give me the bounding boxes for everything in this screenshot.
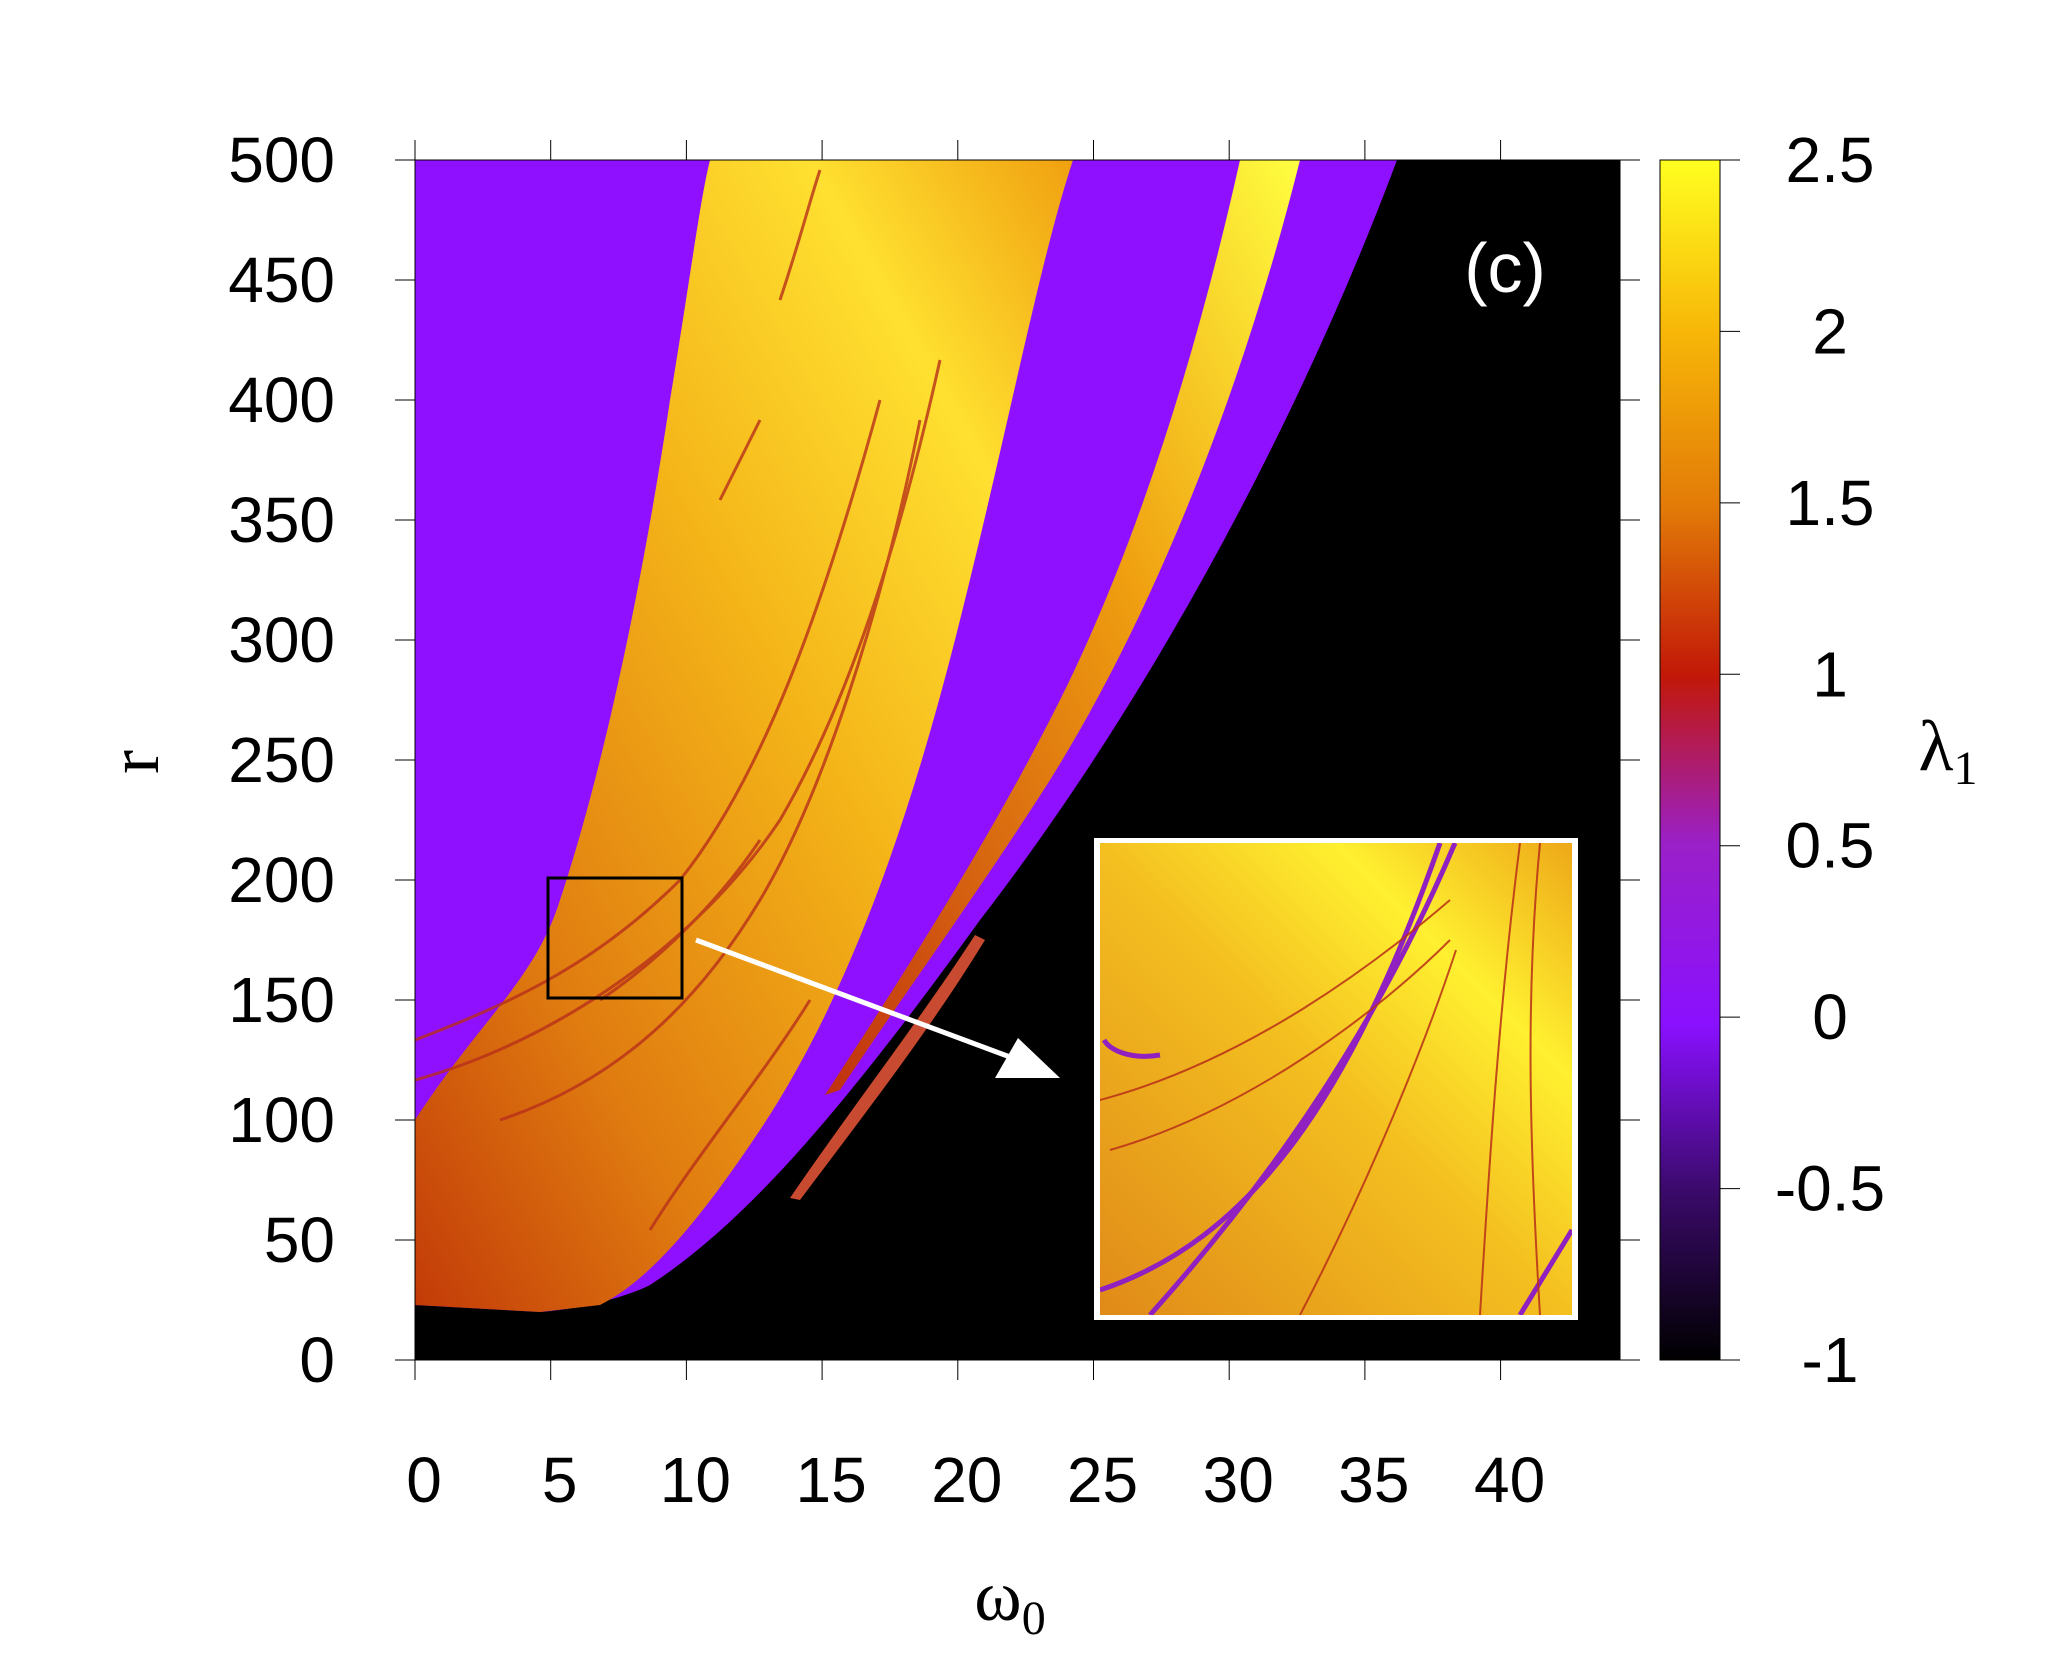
y-tick-label: 150 [228,964,335,1036]
colorbar-tick-label: 1.5 [1786,467,1875,539]
x-tick-label: 25 [1067,1444,1138,1516]
x-tick-label: 15 [796,1444,867,1516]
zoom-box [546,876,684,1000]
y-tick-label: 250 [228,724,335,796]
chaotic-narrow-band [825,160,1300,1095]
y-tick-label: 400 [228,364,335,436]
chaotic-sparse-band [790,935,985,1200]
colorbar-label-sub: 1 [1953,742,1977,795]
zoom-arrow-line [695,937,1011,1060]
y-tick-label: 200 [228,844,335,916]
y-tick-label: 0 [299,1324,335,1396]
colorbar-gradient [1659,159,1721,1361]
chaotic-filaments [415,169,942,1231]
heatmap [415,160,1620,1360]
colorbar-tick-label: -1 [1802,1324,1859,1396]
colorbar-tick-label: 0 [1812,981,1848,1053]
x-tick-label: 5 [542,1444,578,1516]
x-axis-ticks: 0 5 10 15 20 25 30 35 40 [406,140,1545,1516]
colorbar-tick-label: 2.5 [1786,124,1875,196]
x-tick-label: 10 [660,1444,731,1516]
x-tick-label: 40 [1474,1444,1545,1516]
colorbar-tick-label: -0.5 [1775,1153,1885,1225]
x-axis-label-main: ω [974,1556,1021,1636]
inset-filaments [1100,843,1572,1315]
colorbar-tick-label: 2 [1812,295,1848,367]
y-tick-label: 100 [228,1084,335,1156]
panel-label: (c) [1464,229,1546,307]
y-axis-label: r [94,750,174,774]
zoom-arrow-head [995,1038,1060,1078]
x-axis-label: ω0 [974,1556,1045,1645]
inset [1094,838,1578,1320]
x-tick-label: 30 [1203,1444,1274,1516]
colorbar-ticks: -1 -0.5 0 0.5 1 1.5 2 2.5 [1720,124,1885,1396]
x-tick-label: 20 [931,1444,1002,1516]
y-tick-label: 500 [228,124,335,196]
colorbar-label: λ1 [1919,706,1978,795]
y-tick-label: 300 [228,604,335,676]
chaotic-main-region [415,160,1073,1312]
x-tick-label: 0 [406,1444,442,1516]
colorbar-label-main: λ [1919,706,1954,786]
inset-thin-filaments [1100,843,1541,1315]
y-tick-label: 50 [264,1204,335,1276]
periodic-window-lower-left [415,820,552,960]
periodic-window-left [415,620,545,850]
y-axis-ticks: 0 50 100 150 200 250 300 350 400 450 500 [228,124,1640,1396]
y-tick-label: 450 [228,244,335,316]
x-axis-label-sub: 0 [1022,1592,1046,1645]
y-tick-label: 350 [228,484,335,556]
x-tick-label: 35 [1338,1444,1409,1516]
colorbar-tick-label: 1 [1812,638,1848,710]
colorbar: -1 -0.5 0 0.5 1 1.5 2 2.5 λ1 [1659,124,1978,1396]
colorbar-tick-label: 0.5 [1786,810,1875,882]
